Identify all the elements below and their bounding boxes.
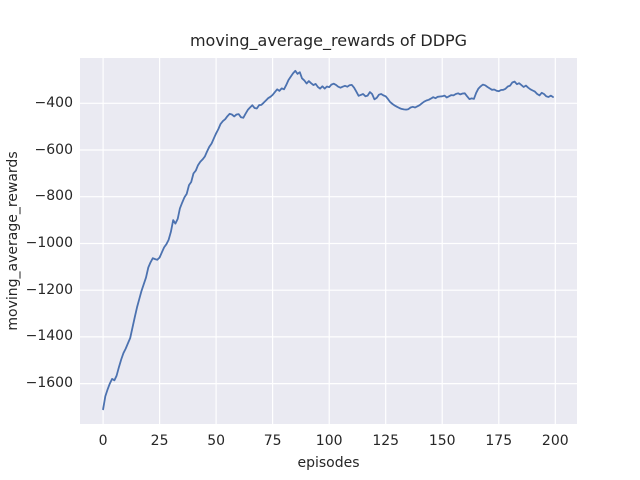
x-tick-label: 50 — [207, 433, 226, 449]
x-tick-label: 0 — [98, 433, 108, 449]
x-axis-label: episodes — [297, 455, 360, 471]
y-tick-label: −800 — [34, 188, 73, 205]
x-tick-label: 175 — [485, 433, 513, 449]
y-tick-label: −1000 — [25, 234, 73, 251]
y-tick-label: −400 — [34, 94, 73, 111]
x-tick-label: 75 — [263, 433, 282, 449]
x-tick-label: 200 — [541, 433, 569, 449]
plot-canvas — [80, 58, 577, 424]
y-tick-label: −1200 — [25, 281, 73, 298]
chart-title: moving_average_rewards of DDPG — [189, 31, 468, 50]
x-tick-label: 150 — [428, 433, 456, 449]
x-tick-label: 125 — [372, 433, 400, 449]
y-tick-label: −600 — [34, 141, 73, 158]
x-tick-label: 25 — [150, 433, 169, 449]
grid-lines — [80, 58, 577, 424]
y-tick-label: −1600 — [25, 375, 73, 392]
x-tick-label: 100 — [315, 433, 343, 449]
data-line — [102, 69, 554, 411]
y-tick-label: −1400 — [25, 328, 73, 345]
plot-area — [80, 58, 577, 424]
